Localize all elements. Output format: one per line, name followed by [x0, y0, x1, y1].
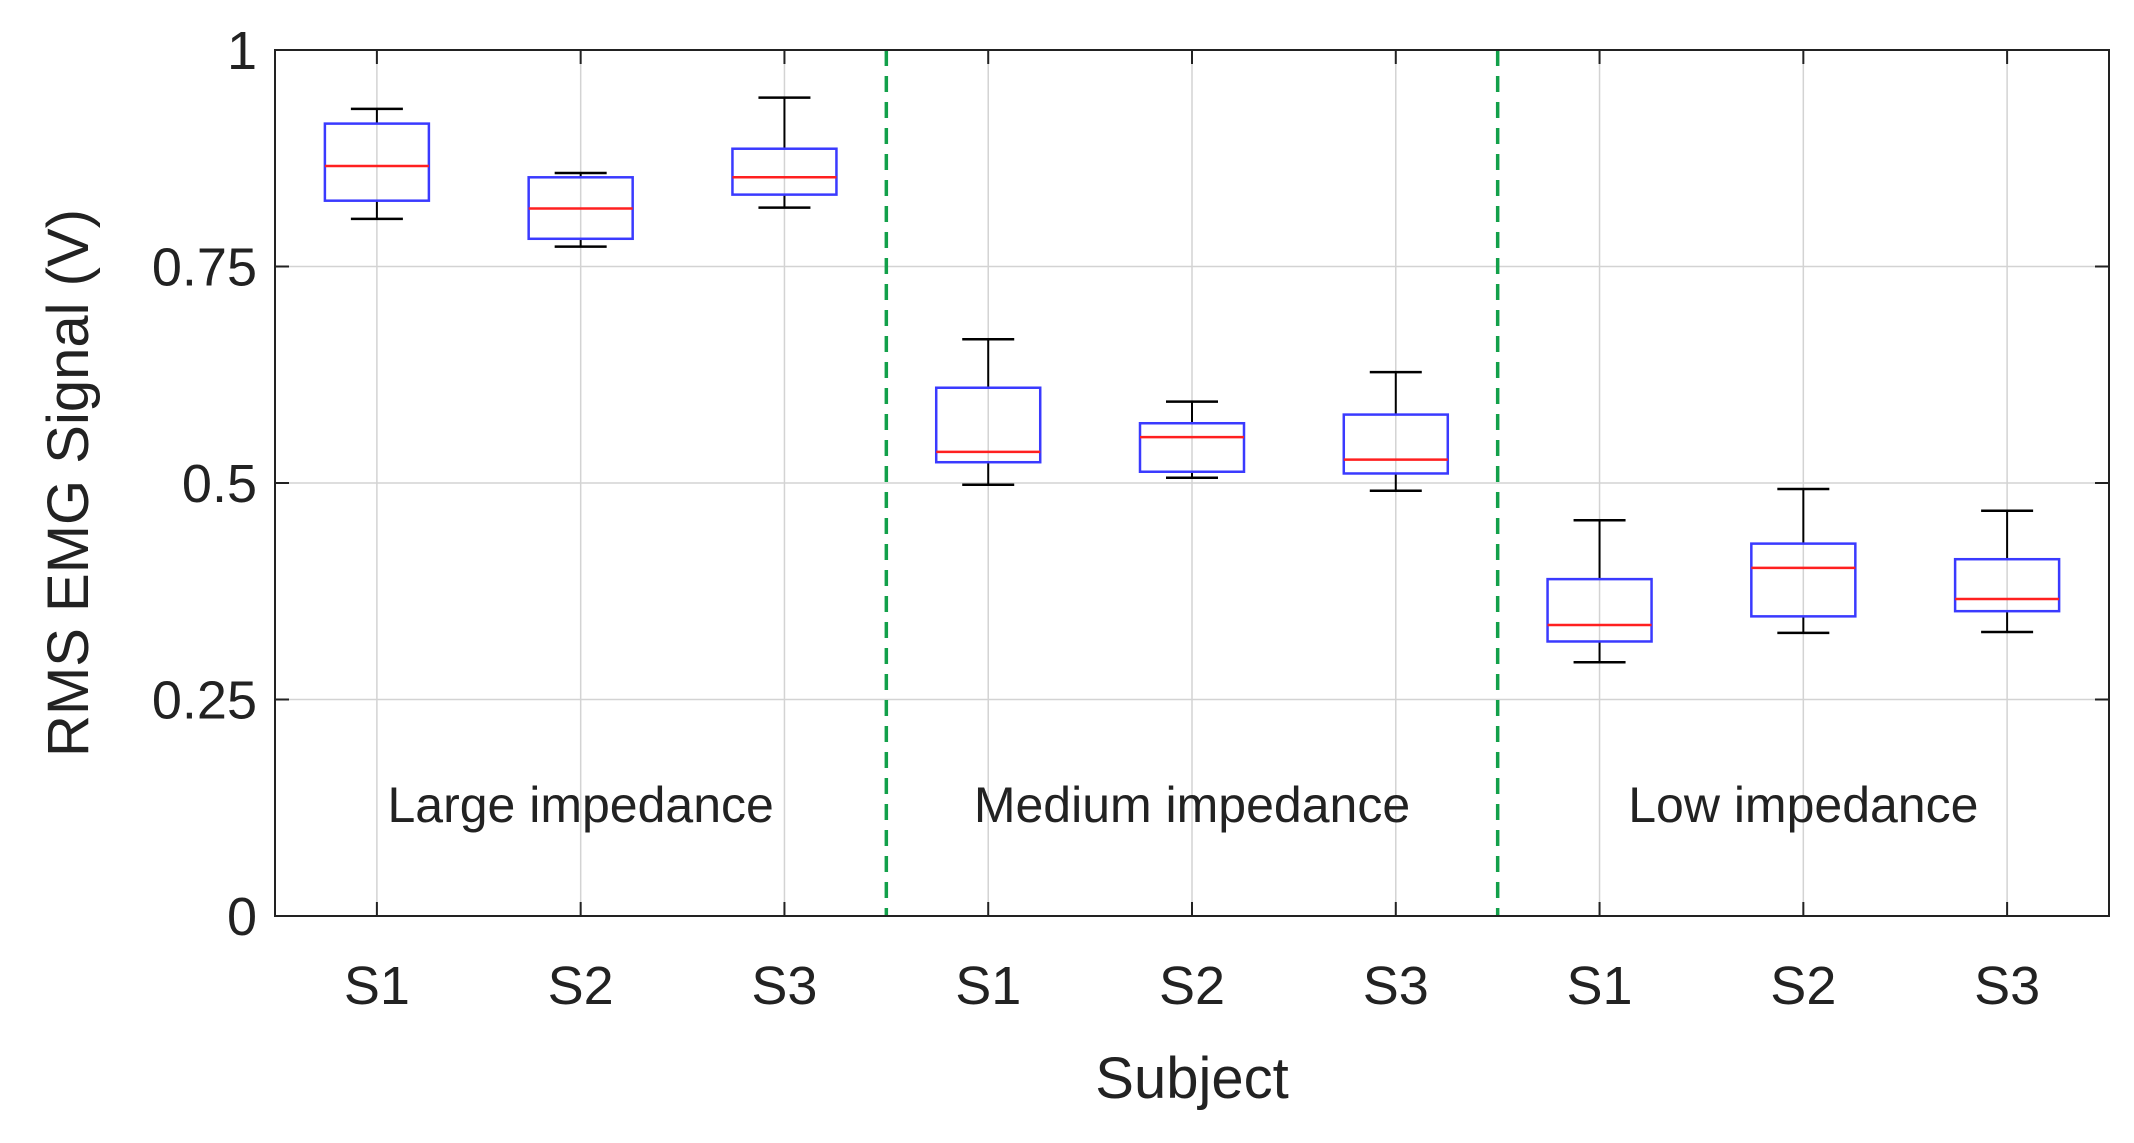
- x-tick-label-3: S1: [955, 956, 1021, 1016]
- box-iqr: [1750, 542, 1857, 618]
- x-tick-label-1: S2: [548, 956, 614, 1016]
- x-tick-label-0: S1: [344, 956, 410, 1016]
- box-iqr: [1138, 421, 1246, 473]
- box-iqr: [1342, 413, 1450, 475]
- box-7: [1750, 487, 1857, 635]
- y-tick-label-1: 0.25: [152, 671, 257, 731]
- group-label-0: Large impedance: [387, 777, 773, 833]
- y-tick-label-0: 0: [227, 887, 257, 947]
- x-tick-label-8: S3: [1974, 956, 2040, 1016]
- x-axis-ticks: S1 S2 S3 S1 S2 S3 S1 S2 S3: [344, 50, 2040, 1016]
- box-iqr: [1546, 577, 1653, 643]
- box-3: [934, 337, 1042, 486]
- box-8: [1953, 509, 2061, 634]
- box-6: [1546, 518, 1653, 664]
- box-1: [527, 171, 634, 248]
- y-tick-label-3: 0.75: [152, 238, 257, 298]
- box-iqr: [934, 386, 1042, 464]
- box-4: [1138, 400, 1246, 480]
- x-tick-label-4: S2: [1159, 956, 1225, 1016]
- group-label-2: Low impedance: [1628, 777, 1978, 833]
- box-iqr: [1953, 557, 2061, 613]
- box-5: [1342, 370, 1450, 493]
- box-2: [731, 96, 838, 209]
- y-tick-label-2: 0.5: [182, 454, 257, 514]
- box-0: [323, 107, 431, 221]
- y-axis-ticks: 0 0.25 0.5 0.75 1: [152, 21, 2109, 947]
- x-tick-label-5: S3: [1363, 956, 1429, 1016]
- boxes: [323, 96, 2061, 664]
- box-iqr: [731, 147, 838, 196]
- x-axis-label: Subject: [1095, 1046, 1288, 1111]
- group-labels: Large impedance Medium impedance Low imped…: [387, 777, 1978, 833]
- group-separators: [884, 50, 1500, 916]
- x-tick-label-6: S1: [1567, 956, 1633, 1016]
- box-iqr: [323, 122, 431, 202]
- x-tick-label-7: S2: [1770, 956, 1836, 1016]
- group-label-1: Medium impedance: [974, 777, 1410, 833]
- y-tick-label-4: 1: [227, 21, 257, 81]
- y-axis-label: RMS EMG Signal (V): [36, 209, 101, 757]
- x-tick-label-2: S3: [751, 956, 817, 1016]
